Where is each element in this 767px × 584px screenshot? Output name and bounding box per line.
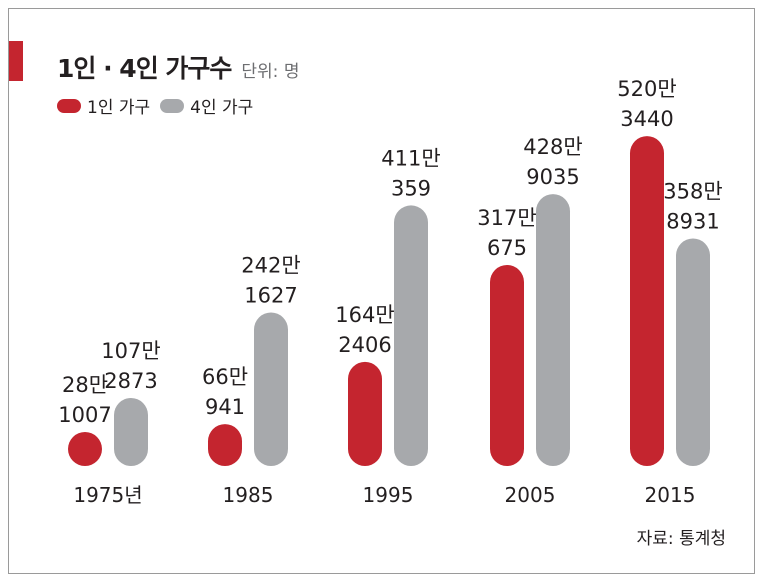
data-label-four-person-1-1: 1627	[244, 283, 297, 307]
x-tick-label-0: 1975년	[73, 483, 142, 507]
data-label-one-person-2-0: 164만	[335, 303, 394, 327]
legend-item-four-person: 4인 가구	[160, 93, 253, 118]
data-label-four-person-3-1: 9035	[526, 165, 579, 189]
bar-one-person-0	[68, 432, 102, 466]
legend-label-one-person: 1인 가구	[87, 98, 151, 118]
bar-one-person-2	[348, 361, 382, 466]
data-label-one-person-3-1: 675	[487, 236, 527, 260]
data-label-four-person-2-1: 359	[391, 176, 431, 200]
bar-four-person-3	[536, 194, 570, 466]
chart-title: 1인 · 4인 가구수	[57, 54, 232, 83]
x-tick-label-1: 1985	[223, 483, 274, 507]
bar-four-person-2	[394, 205, 428, 466]
data-label-one-person-1-1: 941	[205, 395, 245, 419]
bar-four-person-1	[254, 312, 288, 466]
title-accent-bar	[9, 41, 23, 81]
bar-one-person-4	[630, 136, 664, 467]
x-tick-label-3: 2005	[505, 483, 556, 507]
legend: 1인 가구 4인 가구	[57, 93, 263, 118]
data-label-one-person-0-1: 1007	[58, 403, 111, 427]
chart-header: 1인 · 4인 가구수 단위: 명	[57, 49, 299, 85]
data-label-four-person-2-0: 411만	[381, 146, 440, 170]
bar-four-person-0	[114, 397, 148, 466]
data-label-four-person-0-0: 107만	[101, 339, 160, 363]
data-label-four-person-1-0: 242만	[241, 253, 300, 277]
legend-swatch-one-person	[57, 98, 81, 113]
data-label-four-person-3-0: 428만	[523, 135, 582, 159]
data-label-one-person-3-0: 317만	[477, 206, 536, 230]
bar-one-person-1	[208, 424, 242, 466]
data-label-four-person-0-1: 2873	[104, 369, 157, 393]
data-label-four-person-4-0: 358만	[663, 179, 722, 203]
legend-swatch-four-person	[160, 98, 185, 113]
x-tick-label-4: 2015	[645, 483, 696, 507]
legend-label-four-person: 4인 가구	[190, 98, 254, 118]
legend-item-one-person: 1인 가구	[57, 93, 150, 118]
data-label-one-person-1-0: 66만	[202, 365, 248, 389]
data-label-one-person-0-0: 28만	[62, 373, 108, 397]
data-label-four-person-4-1: 8931	[666, 209, 719, 233]
data-label-one-person-4-1: 3440	[620, 107, 673, 131]
bar-four-person-4	[676, 238, 710, 466]
x-tick-label-2: 1995	[363, 483, 414, 507]
unit-label: 단위: 명	[241, 62, 300, 82]
source-note: 자료: 통계청	[636, 529, 726, 549]
data-label-one-person-2-1: 2406	[338, 333, 391, 357]
data-label-one-person-4-0: 520만	[617, 77, 676, 101]
bar-one-person-3	[490, 264, 524, 466]
